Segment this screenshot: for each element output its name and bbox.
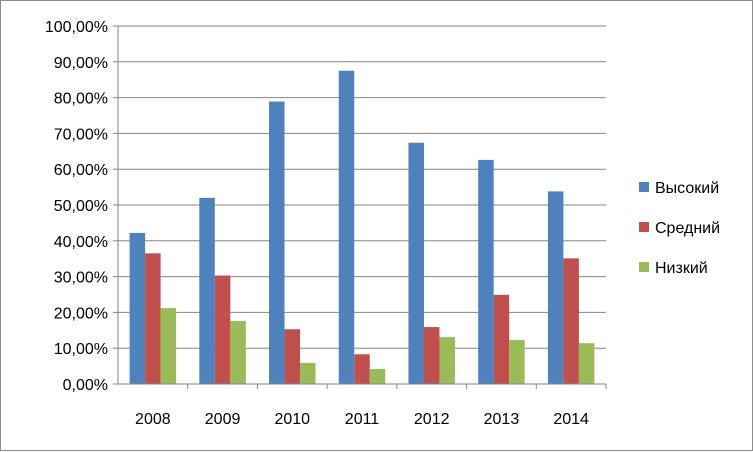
legend-swatch-Средний — [639, 222, 649, 232]
y-tick-label: 60,00% — [54, 162, 108, 179]
bar-Низкий-2014 — [578, 343, 595, 384]
x-tick-label: 2010 — [274, 411, 310, 428]
legend-swatch-Низкий — [639, 262, 649, 272]
y-tick-label: 80,00% — [54, 91, 108, 108]
x-tick-label: 2011 — [345, 411, 380, 428]
bar-Средний-2010 — [284, 329, 301, 384]
x-tick-label: 2009 — [205, 411, 241, 428]
bar-Высокий-2013 — [478, 159, 494, 384]
y-tick-label: 50,00% — [54, 198, 108, 215]
bar-Низкий-2008 — [160, 308, 177, 384]
x-tick-label: 2012 — [414, 411, 450, 428]
bar-Высокий-2010 — [269, 101, 285, 385]
bar-Высокий-2012 — [408, 142, 424, 384]
legend: Высокий Средний Низкий — [639, 180, 720, 277]
y-tick-label: 30,00% — [54, 270, 108, 287]
x-tick-label: 2013 — [484, 411, 520, 428]
bar-Средний-2008 — [145, 253, 161, 384]
bars — [129, 70, 595, 385]
bar-Низкий-2009 — [230, 320, 246, 384]
y-tick-label: 90,00% — [54, 55, 108, 72]
y-tick-label: 0,00% — [63, 377, 108, 394]
bar-Средний-2012 — [423, 327, 440, 384]
bar-Высокий-2011 — [338, 70, 355, 384]
y-tick-label: 70,00% — [54, 126, 108, 143]
legend-label: Низкий — [655, 260, 708, 277]
axes — [113, 25, 607, 389]
bar-Высокий-2008 — [129, 232, 146, 384]
bar-Низкий-2013 — [509, 339, 525, 384]
gridlines — [118, 25, 606, 349]
x-tick-label: 2008 — [135, 411, 171, 428]
bar-Низкий-2010 — [300, 362, 316, 384]
legend-swatch-Высокий — [639, 182, 649, 192]
y-tick-label: 40,00% — [54, 234, 108, 251]
y-tick-label: 100,00% — [45, 19, 108, 36]
bar-Средний-2011 — [354, 354, 370, 384]
bar-Высокий-2009 — [199, 197, 215, 384]
x-tick-labels: 2008 2009 2010 2011 2012 2013 2014 — [135, 411, 589, 428]
x-tick-label: 2014 — [553, 411, 589, 428]
y-tick-label: 20,00% — [54, 305, 108, 322]
legend-label: Высокий — [655, 180, 719, 197]
y-tick-label: 10,00% — [54, 341, 108, 358]
bar-Средний-2009 — [214, 275, 231, 384]
bar-Низкий-2012 — [439, 337, 455, 384]
bar-Средний-2013 — [493, 294, 510, 384]
bar-Низкий-2011 — [369, 368, 386, 384]
legend-label: Средний — [655, 220, 720, 237]
bar-Высокий-2014 — [547, 191, 564, 384]
bar-Средний-2014 — [563, 258, 579, 384]
y-tick-labels: 0,00% 10,00% 20,00% 30,00% 40,00% 50,00% 60,00… — [45, 19, 108, 394]
